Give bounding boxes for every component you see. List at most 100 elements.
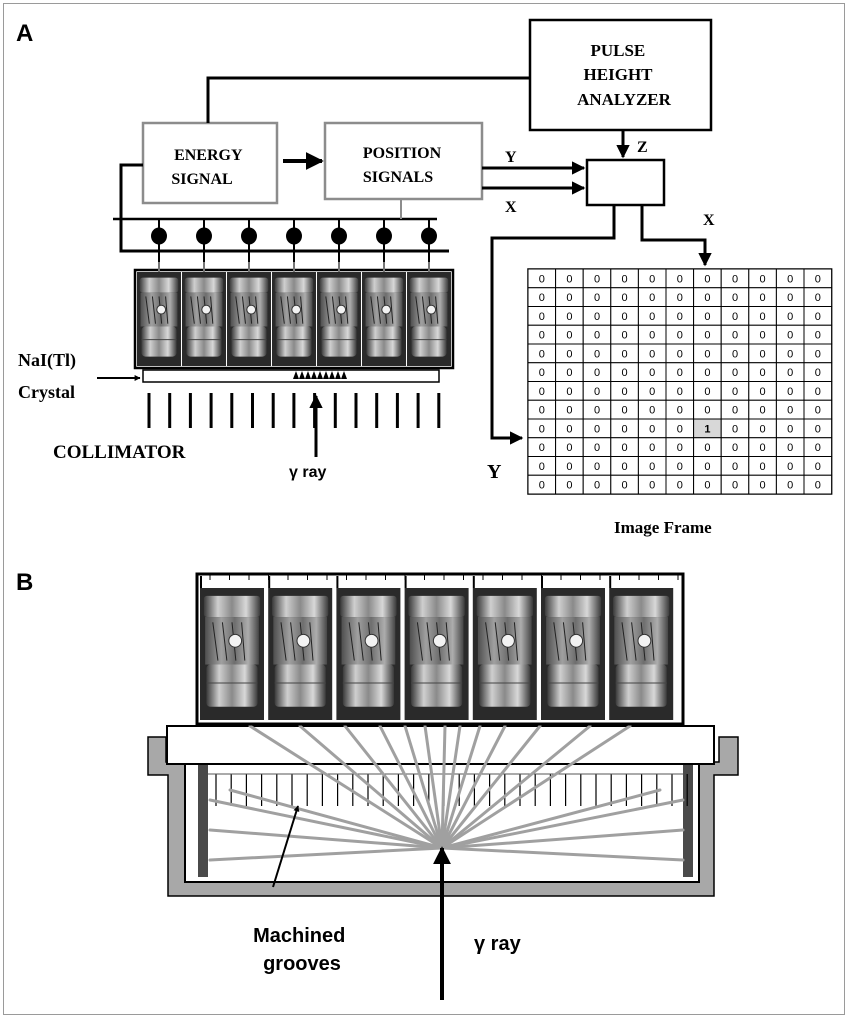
grid-cell-value: 0 [649,348,655,360]
grid-cell-value: 0 [732,480,738,492]
housing-wall-left [198,762,208,877]
grid-cell-value: 0 [622,461,628,473]
grid-cell-value: 0 [622,273,628,285]
panel-b-label: B [16,569,33,596]
grid-cell-value: 0 [787,442,793,454]
grid-cell-value: 0 [594,423,600,435]
grid-cell-value: 0 [787,330,793,342]
grid-cell-value: 0 [622,348,628,360]
pmt-node-7 [421,227,437,245]
grid-cell-value: 0 [622,423,628,435]
x-grid-label: X [703,212,715,229]
grid-cell-value: 0 [815,273,821,285]
grid-cell-value: 0 [594,442,600,454]
grid-cell-value: 0 [732,311,738,323]
grid-cell-value: 0 [539,423,545,435]
grid-cell-value: 0 [566,423,572,435]
grid-cell-value: 0 [704,330,710,342]
grid-cell-value: 0 [594,330,600,342]
pmt-a-7 [407,272,451,366]
grid-cell-value: 0 [760,405,766,417]
grid-cell-value: 0 [539,273,545,285]
grooves-label: Machined grooves [253,925,351,975]
pmt-node-3 [241,227,257,245]
grid-cell-value: 0 [787,292,793,304]
grid-cell-value: 0 [566,292,572,304]
grid-cell-value: 0 [787,405,793,417]
grid-cell-value: 0 [704,386,710,398]
grid-cell-value: 0 [760,292,766,304]
grid-cell-value: 0 [732,442,738,454]
collimator-label: COLLIMATOR [53,442,186,463]
grid-cell [803,474,833,495]
grid-cell-value: 0 [760,461,766,473]
grid-cell-value: 0 [760,386,766,398]
grid-cell-value: 0 [815,348,821,360]
y-signal-label: Y [505,149,517,166]
grid-cell-value: 0 [594,292,600,304]
grid-cell-value: 0 [787,367,793,379]
grid-cell-value: 0 [566,367,572,379]
grid-cell-value: 0 [649,292,655,304]
grid-cell-value: 0 [622,480,628,492]
pmt-array-a [137,262,451,366]
housing-wall-right [683,762,693,877]
grid-cell-value: 0 [622,386,628,398]
position-signals-label: POSITION SIGNALS [363,145,445,186]
grid-cell-value: 0 [732,367,738,379]
grid-cell-value: 0 [622,311,628,323]
grid-cell-value: 0 [594,386,600,398]
grid-cell-value: 0 [732,423,738,435]
grid-cell-value: 0 [815,292,821,304]
grid-cell-value: 0 [677,480,683,492]
grid-cell-value: 0 [622,405,628,417]
grid-cell-value: 0 [815,330,821,342]
crystal-label: NaI(Tl) Crystal [18,350,81,402]
grid-cell-value: 0 [649,405,655,417]
grid-cell-value: 0 [787,461,793,473]
grid-cell-value: 0 [594,311,600,323]
grid-cell-value: 0 [815,405,821,417]
grid-cell-value: 0 [760,442,766,454]
grid-cell-value: 0 [649,311,655,323]
x-signal-label: X [505,199,517,216]
z-label: Z [637,139,648,156]
grid-cell-value: 0 [787,311,793,323]
y-output-line [490,205,616,445]
grid-cell-value: 0 [566,405,572,417]
y-grid-label: Y [487,461,502,483]
grid-cell-value: 0 [677,273,683,285]
grid-cell-value: 0 [622,330,628,342]
grid-cell-value: 0 [594,273,600,285]
pmt-b-7 [609,588,674,720]
pmt-node-6 [376,227,392,245]
grid-cell-value: 0 [704,311,710,323]
pmt-b-1 [200,588,264,720]
grid-cell-value: 0 [760,367,766,379]
grid-cell-value: 0 [815,442,821,454]
image-frame-grid: 0 0 0 0 0 0 0 0 0 0 0 0 0 0 0 0 0 0 0 0 0 0 0 0 0 0 0 0 0 0 0 0 0 0 0 0 0 0 0 0… [527,268,833,495]
grid-cell-value: 0 [760,273,766,285]
pmt-a-6 [362,272,406,366]
grid-cell-value: 0 [539,461,545,473]
grid-cell-value: 0 [539,405,545,417]
energy-bus-line [119,163,449,253]
grid-cell-value: 0 [815,386,821,398]
grid-cell-value: 0 [787,273,793,285]
grid-cell-value: 0 [815,480,821,492]
grid-cell-value: 0 [732,405,738,417]
grid-cell-value: 0 [622,367,628,379]
pmt-node-5 [331,227,347,245]
position-signals-box [323,121,484,201]
grid-cell-value: 0 [622,442,628,454]
pmt-b-4 [404,588,469,720]
grid-cell-value: 0 [566,442,572,454]
grid-cell-value: 0 [787,480,793,492]
scintillation-markers [293,371,347,379]
grid-cell-value: 0 [539,386,545,398]
grid-cell-value: 0 [649,461,655,473]
grid-cell-value: 0 [622,292,628,304]
grid-cell-value: 0 [677,423,683,435]
grid-cell-value: 0 [732,348,738,360]
grid-cell-value: 0 [566,461,572,473]
